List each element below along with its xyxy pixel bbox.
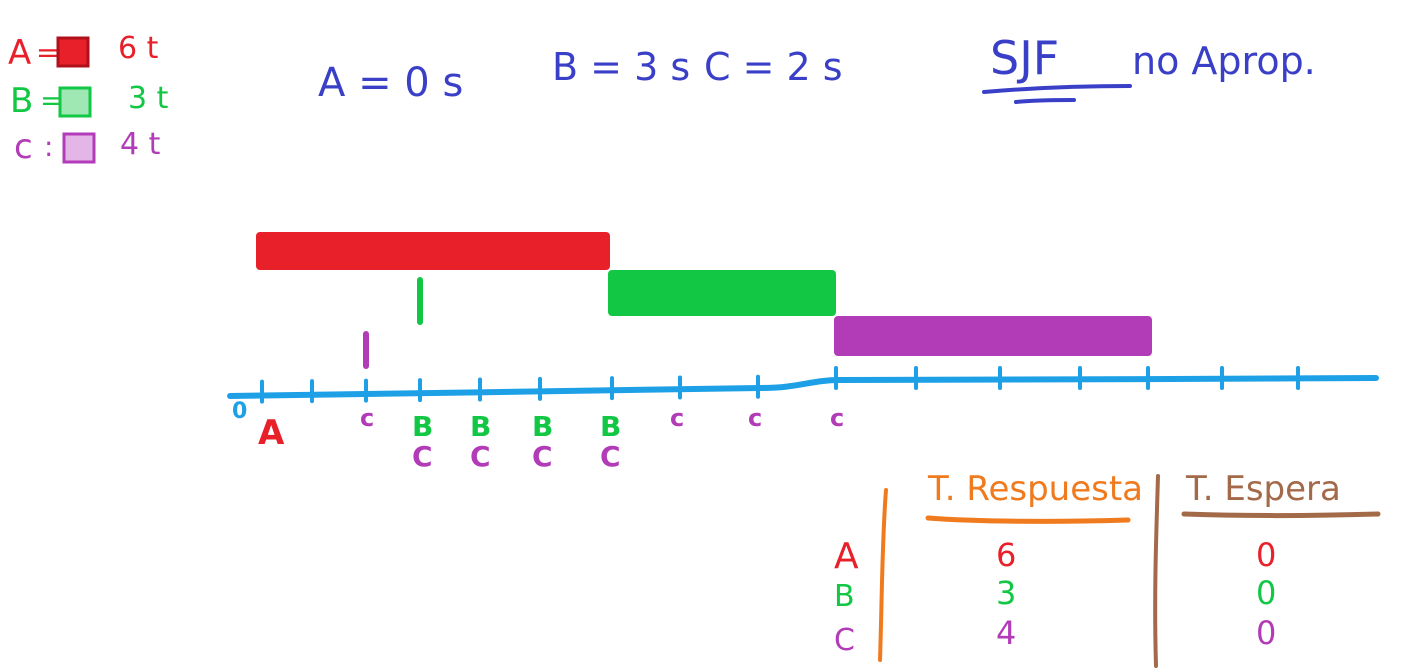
arrival-markers — [363, 277, 423, 369]
row-process-label: A — [834, 536, 859, 577]
legend-item-c: c : 4 t — [14, 127, 161, 167]
respuesta-value: 4 — [996, 614, 1016, 652]
table-row-b: B 3 0 — [834, 574, 1276, 614]
queue-label: B — [412, 410, 433, 443]
legend-process-label: A — [8, 33, 31, 73]
queue-label: C — [600, 440, 621, 473]
title-underline — [982, 84, 1132, 94]
legend-process-label: B — [10, 81, 33, 121]
gantt-bar-c — [834, 316, 1152, 356]
espera-value: 0 — [1256, 536, 1276, 574]
title: SJF no Aprop. — [982, 31, 1316, 104]
queue-label: c — [670, 404, 684, 432]
queue-label: C — [412, 440, 433, 473]
gantt-bar-b — [608, 270, 836, 316]
queue-label: c — [748, 404, 762, 432]
title-algorithm: SJF — [990, 31, 1059, 85]
legend-separator: = — [40, 84, 63, 117]
queue-label: A — [258, 413, 285, 453]
queue-label: B — [600, 410, 621, 443]
axis-ticks — [260, 366, 1300, 404]
title-mode: no Aprop. — [1132, 39, 1316, 83]
header-respuesta-underline — [925, 515, 1131, 524]
queue-label: B — [532, 410, 553, 443]
legend-separator: = — [36, 36, 59, 69]
axis-line — [227, 375, 1379, 399]
header-espera-underline — [1181, 511, 1381, 518]
queue-label: B — [470, 410, 491, 443]
respuesta-value: 6 — [996, 536, 1016, 574]
legend-separator: : — [44, 130, 53, 163]
legend: A = 6 t B = 3 t c : 4 t — [8, 31, 169, 167]
header-respuesta: T. Respuesta — [927, 469, 1143, 509]
queue-label: C — [532, 440, 553, 473]
legend-item-b: B = 3 t — [10, 81, 169, 121]
queue-label: c — [360, 404, 374, 432]
table-row-a: A 6 0 — [834, 536, 1276, 577]
legend-process-label: c — [14, 127, 33, 167]
table-divider-middle — [1153, 474, 1160, 668]
legend-time-value: 3 t — [128, 81, 169, 116]
row-process-label: B — [834, 579, 855, 614]
espera-value: 0 — [1256, 614, 1276, 652]
queue-label: c — [830, 404, 844, 432]
arrival-c: C = 2 s — [704, 45, 843, 89]
arrival-a: A = 0 s — [318, 60, 463, 106]
espera-value: 0 — [1256, 574, 1276, 612]
queue-label: C — [470, 440, 491, 473]
title-underline-short — [1014, 98, 1076, 104]
time-axis: 0 — [227, 366, 1379, 424]
legend-time-value: 6 t — [118, 31, 159, 66]
legend-color-swatch — [56, 36, 90, 68]
gantt-bars — [256, 232, 1152, 356]
legend-color-swatch — [62, 132, 96, 164]
gantt-bar-a — [256, 232, 610, 270]
arrival-b: B = 3 s — [552, 45, 690, 89]
legend-time-value: 4 t — [120, 127, 161, 162]
table-divider-left — [878, 488, 888, 662]
arrival-times: A = 0 s B = 3 s C = 2 s — [318, 45, 843, 106]
header-espera: T. Espera — [1185, 469, 1341, 509]
row-process-label: C — [834, 623, 855, 658]
axis-origin-label: 0 — [232, 399, 247, 424]
legend-color-swatch — [58, 86, 92, 118]
results-table: T. Respuesta T. Espera A 6 0 B 3 0 C 4 0 — [834, 469, 1381, 668]
legend-item-a: A = 6 t — [8, 31, 159, 73]
respuesta-value: 3 — [996, 574, 1016, 612]
table-row-c: C 4 0 — [834, 614, 1276, 658]
